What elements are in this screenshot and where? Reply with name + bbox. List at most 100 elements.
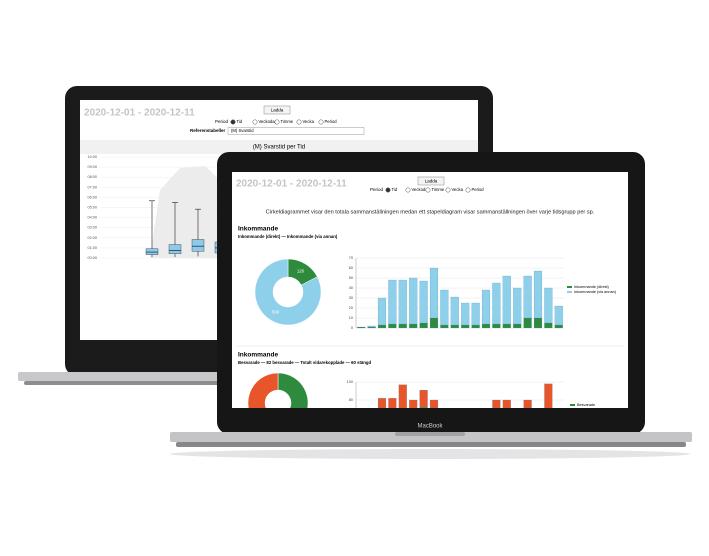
- bar: [544, 322, 553, 329]
- radio-label[interactable]: Timme: [281, 119, 294, 124]
- radio[interactable]: [465, 187, 471, 193]
- bar: [440, 324, 449, 329]
- y-tick-label: 05:00: [87, 206, 97, 210]
- bar: [409, 277, 418, 325]
- bar: [377, 324, 387, 329]
- bar: [398, 279, 407, 325]
- legend-swatch: [567, 286, 572, 288]
- bar: [481, 323, 491, 329]
- bar: [419, 280, 428, 324]
- y-tick-label: 02:00: [87, 236, 97, 240]
- legend-label: Inkommande (direkt): [574, 285, 610, 289]
- bar: [513, 287, 522, 325]
- y-tick-label: 70: [349, 256, 353, 260]
- y-tick-label: 08:00: [87, 175, 97, 179]
- radio[interactable]: [385, 187, 391, 193]
- donut-slice: [254, 258, 322, 326]
- radio-label[interactable]: Tid: [237, 119, 243, 124]
- button[interactable]: [263, 105, 291, 115]
- button-label[interactable]: Ladda: [425, 178, 438, 183]
- bar: [533, 270, 543, 319]
- date-range: 2020-12-01 - 2020-12-11: [84, 108, 195, 119]
- bar: [388, 279, 397, 325]
- bar: [471, 324, 480, 329]
- legend-swatch: [567, 291, 572, 293]
- bar: [513, 323, 522, 329]
- bar: [492, 282, 501, 325]
- radio[interactable]: [425, 187, 431, 193]
- radio[interactable]: [296, 119, 302, 125]
- legend-swatch: [570, 404, 575, 406]
- button-label[interactable]: Ladda: [271, 107, 284, 112]
- radio-label[interactable]: Period: [472, 187, 485, 192]
- dropdown-value[interactable]: (M) Svarstid: [231, 128, 254, 133]
- radio-label[interactable]: Vecka: [452, 187, 464, 192]
- period-label: Period: [215, 119, 229, 124]
- radio[interactable]: [318, 119, 324, 125]
- y-tick-label: 01:00: [87, 246, 97, 250]
- bar: [377, 297, 387, 326]
- bar: [450, 296, 459, 326]
- bar: [502, 399, 511, 408]
- donut-slice: [277, 372, 309, 408]
- y-tick-label: 10: [349, 316, 353, 320]
- y-tick-label: 04:00: [87, 216, 97, 220]
- radio-label[interactable]: Veckodag: [412, 187, 431, 192]
- radio[interactable]: [274, 119, 280, 125]
- dropdown-label: Referenstabeller: [190, 128, 226, 133]
- section-title: Inkommande: [238, 226, 278, 233]
- bar: [367, 326, 376, 329]
- bar: [429, 267, 439, 319]
- radio-label[interactable]: Vecka: [303, 119, 315, 124]
- date-range: 2020-12-01 - 2020-12-11: [236, 179, 347, 190]
- bar: [429, 399, 439, 408]
- radio-label[interactable]: Veckodag: [259, 119, 278, 124]
- bar: [367, 325, 376, 328]
- bar: [409, 323, 418, 329]
- radio[interactable]: [405, 187, 411, 193]
- radio-label[interactable]: Tid: [392, 187, 398, 192]
- y-tick-label: 10:00: [87, 155, 97, 159]
- slice-label: 599: [272, 310, 280, 315]
- y-tick-label: 07:00: [87, 185, 97, 189]
- y-tick-label: 60: [349, 266, 353, 270]
- bar: [450, 324, 459, 329]
- bar: [461, 324, 470, 329]
- radio-label[interactable]: Timme: [432, 187, 445, 192]
- bar: [419, 322, 428, 329]
- y-tick-label: 50: [349, 276, 353, 280]
- box: [145, 248, 159, 255]
- bar: [461, 302, 470, 326]
- bar: [429, 317, 439, 329]
- donut-slice: [247, 372, 279, 408]
- bar: [481, 289, 491, 325]
- bar: [544, 383, 553, 408]
- bar: [544, 287, 553, 324]
- radio[interactable]: [445, 187, 451, 193]
- y-tick-label: 09:00: [87, 165, 97, 169]
- chart-title: (M) Svarstid per Tid: [253, 145, 305, 151]
- radio[interactable]: [230, 119, 236, 125]
- bar: [471, 302, 480, 326]
- y-tick-label: 30: [349, 296, 353, 300]
- bar: [523, 317, 532, 329]
- radio-label[interactable]: Period: [325, 119, 338, 124]
- bar: [440, 289, 449, 326]
- radio[interactable]: [252, 119, 258, 125]
- button[interactable]: [417, 176, 445, 186]
- box: [168, 244, 182, 254]
- bar: [492, 399, 501, 408]
- brand: MacBook: [417, 424, 443, 430]
- section-subtitle: Besvarade — 82 besvarade — Totalt vidare…: [238, 360, 372, 365]
- bar: [492, 323, 501, 329]
- section-title: Inkommande: [238, 352, 278, 359]
- dropdown[interactable]: [227, 127, 365, 135]
- bar: [419, 390, 428, 408]
- y-tick-label: 20: [349, 306, 353, 310]
- bar: [554, 324, 563, 329]
- bar: [357, 326, 366, 329]
- bar: [398, 323, 407, 329]
- bar: [377, 398, 387, 408]
- notch: [395, 432, 465, 436]
